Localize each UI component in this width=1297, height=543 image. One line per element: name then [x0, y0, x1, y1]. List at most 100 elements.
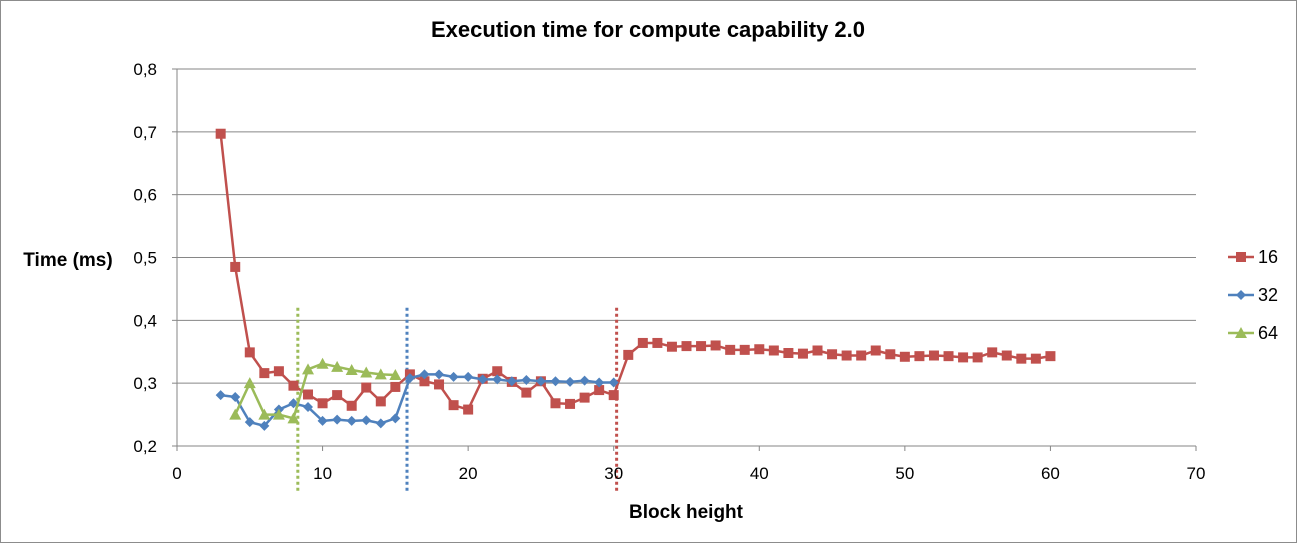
- data-point: [565, 398, 576, 409]
- x-tick-label: 0: [172, 464, 181, 483]
- y-tick-label: 0,8: [133, 60, 157, 79]
- chart-title: Execution time for compute capability 2.…: [431, 17, 865, 42]
- data-point: [360, 366, 373, 378]
- y-tick-label: 0,6: [133, 186, 157, 205]
- x-tick-label: 60: [1041, 464, 1060, 483]
- data-point: [696, 341, 707, 352]
- data-point: [1001, 350, 1012, 361]
- plot-area: [215, 128, 1056, 431]
- data-point: [710, 340, 721, 351]
- data-point: [404, 373, 415, 384]
- y-tick-label: 0,4: [133, 311, 157, 330]
- legend-label: 16: [1258, 247, 1278, 267]
- series-line-16: [219, 133, 1051, 411]
- x-tick-label: 10: [313, 464, 332, 483]
- data-point: [331, 360, 344, 372]
- data-point: [259, 420, 270, 431]
- data-point: [623, 349, 634, 360]
- legend: 16 32 64: [1228, 247, 1278, 343]
- data-point: [375, 418, 386, 429]
- axis-ticks: 0,2 0,3 0,4 0,5 0,6 0,7 0,8 0 10 20 30 40 50 60 70: [133, 60, 1205, 483]
- data-point: [215, 390, 226, 401]
- data-point: [565, 376, 576, 387]
- data-point: [389, 368, 402, 380]
- data-point: [1030, 353, 1041, 364]
- data-point: [768, 345, 779, 356]
- data-point: [287, 412, 300, 424]
- x-tick-label: 30: [604, 464, 623, 483]
- data-point: [332, 414, 343, 425]
- data-point: [317, 398, 328, 409]
- data-point: [419, 376, 430, 387]
- data-point: [345, 363, 358, 375]
- data-point: [229, 408, 242, 420]
- data-point: [739, 344, 750, 355]
- data-point: [316, 357, 329, 369]
- data-point: [797, 348, 808, 359]
- data-point: [1045, 351, 1056, 362]
- data-point: [856, 350, 867, 361]
- data-point: [987, 347, 998, 358]
- data-point: [754, 344, 765, 355]
- data-point: [303, 389, 314, 400]
- data-point: [550, 376, 561, 387]
- y-tick-label: 0,2: [133, 437, 157, 456]
- data-point: [434, 379, 445, 390]
- data-point: [812, 345, 823, 356]
- legend-marker: [1235, 327, 1247, 338]
- legend-label: 64: [1258, 323, 1278, 343]
- data-point: [652, 337, 663, 348]
- data-point: [681, 341, 692, 352]
- x-tick-label: 70: [1187, 464, 1206, 483]
- data-point: [492, 366, 503, 377]
- data-point: [390, 413, 401, 424]
- data-point: [579, 375, 590, 386]
- data-point: [521, 387, 532, 398]
- data-point: [332, 390, 343, 401]
- y-tick-label: 0,3: [133, 374, 157, 393]
- y-axis-label: Time (ms): [23, 250, 112, 271]
- data-point: [827, 349, 838, 360]
- data-point: [972, 352, 983, 363]
- data-point: [666, 341, 677, 352]
- y-tick-label: 0,5: [133, 249, 157, 268]
- data-point: [230, 261, 241, 272]
- data-point: [361, 382, 372, 393]
- data-point: [463, 404, 474, 415]
- y-tick-label: 0,7: [133, 123, 157, 142]
- x-tick-label: 20: [459, 464, 478, 483]
- gridlines: [172, 68, 1197, 451]
- x-tick-label: 40: [750, 464, 769, 483]
- data-point: [448, 400, 459, 411]
- data-point: [419, 369, 430, 380]
- data-point: [594, 385, 605, 396]
- data-point: [361, 415, 372, 426]
- data-point: [550, 398, 561, 409]
- x-tick-label: 50: [895, 464, 914, 483]
- data-point: [899, 351, 910, 362]
- data-point: [943, 351, 954, 362]
- data-point: [244, 347, 255, 358]
- data-point: [914, 351, 925, 362]
- data-point: [579, 392, 590, 403]
- legend-label: 32: [1258, 285, 1278, 305]
- data-point: [374, 368, 387, 380]
- x-axis-label: Block height: [629, 502, 744, 523]
- data-point: [506, 376, 517, 387]
- data-point: [535, 376, 546, 387]
- data-point: [725, 344, 736, 355]
- data-point: [317, 415, 328, 426]
- data-point: [783, 348, 794, 359]
- data-point: [288, 380, 299, 391]
- data-point: [448, 371, 459, 382]
- series-line-32: [220, 373, 614, 428]
- data-point: [637, 337, 648, 348]
- data-point: [215, 128, 226, 139]
- data-point: [463, 371, 474, 382]
- data-point: [303, 402, 314, 413]
- data-point: [1016, 353, 1027, 364]
- data-point: [375, 396, 386, 407]
- data-point: [434, 369, 445, 380]
- data-point: [958, 352, 969, 363]
